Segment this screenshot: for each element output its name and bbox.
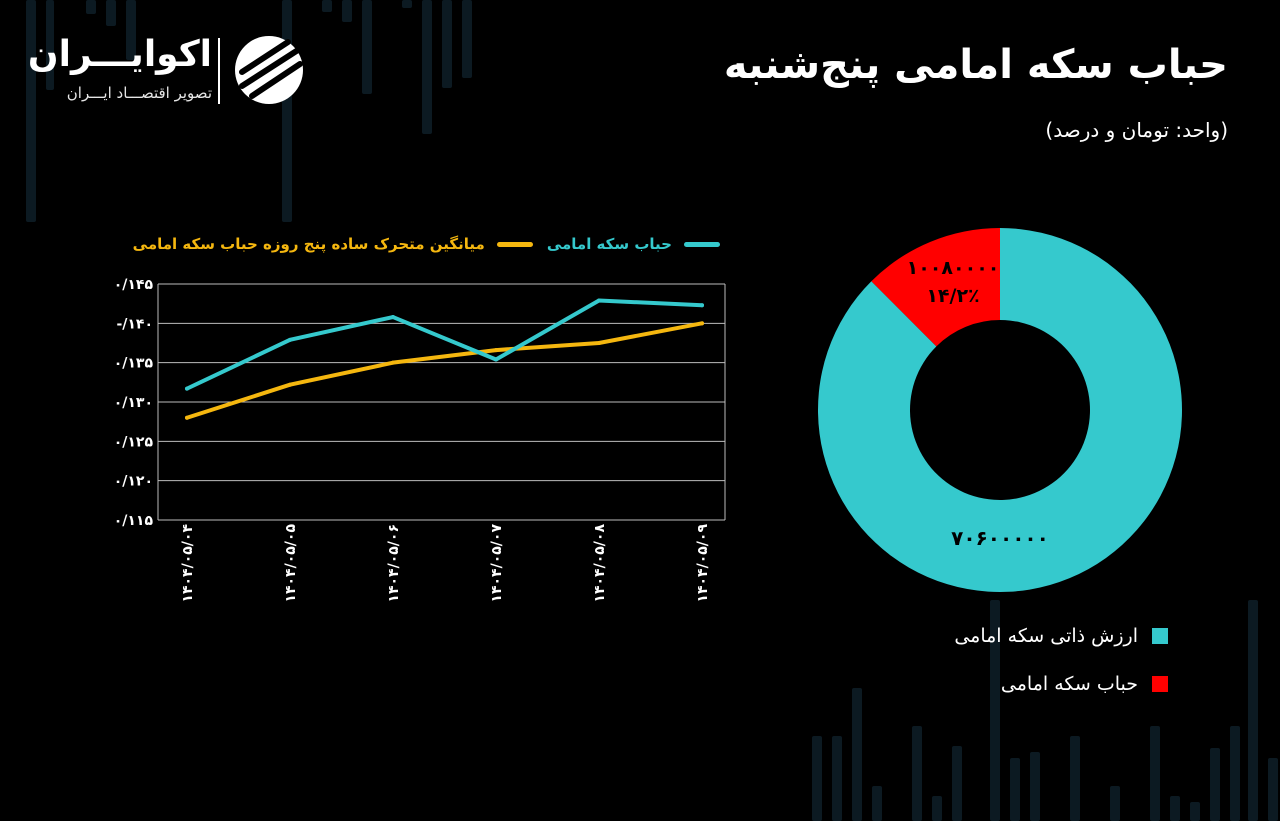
brand-name: اکوایـــران xyxy=(27,34,212,75)
slice-value-label: ۷۰۶۰۰۰۰۰ xyxy=(951,526,1049,550)
series-line xyxy=(185,321,704,420)
legend-label-bubble: حباب سکه امامی xyxy=(546,235,672,253)
series-line xyxy=(185,298,704,391)
data-point xyxy=(494,357,498,362)
slice-percent-label: ۱۴/۲٪ xyxy=(926,285,979,307)
donut-chart: ۷۰۶۰۰۰۰۰ ۱۰۰۸۰۰۰۰ ۱۴/۲٪ xyxy=(818,228,1182,592)
y-tick-label: ۰/۱۲۵ xyxy=(114,434,154,450)
y-tick-label: ۰/۱۴۵ xyxy=(114,277,154,293)
donut-legend-swatch-bubble xyxy=(1152,676,1168,692)
y-tick-label: ۰/۱۳۵ xyxy=(114,356,154,372)
legend-item-moving-average: میانگین متحرک ساده پنج روزه حباب سکه اما… xyxy=(133,235,533,253)
donut-legend-item-intrinsic: ارزش ذاتی سکه امامی xyxy=(954,622,1168,650)
legend-label-moving-average: میانگین متحرک ساده پنج روزه حباب سکه اما… xyxy=(132,235,485,253)
legend-item-bubble: حباب سکه امامی xyxy=(547,235,720,253)
donut-legend-label-bubble: حباب سکه امامی xyxy=(1000,673,1138,695)
brand-logo: اکوایـــران تصویر اقتصـــاد ایـــران xyxy=(28,34,308,106)
data-point xyxy=(597,298,601,303)
slice-value-label: ۱۰۰۸۰۰۰۰ xyxy=(907,257,1000,279)
donut-legend-swatch-intrinsic xyxy=(1152,628,1168,644)
x-tick-label: ۱۴۰۴/۰۵/۰۵ xyxy=(283,524,299,603)
data-point xyxy=(185,415,189,420)
y-tick-label: ۰/۱۱۵ xyxy=(114,513,154,529)
line-chart: ۰/۱۴۵ -/۱۴۰ ۰/۱۳۵ ۰/۱۳۰ ۰/۱۲۵ ۰/۱۲۰ ۰/۱۱۵ ۱۴۰۴/… xyxy=(114,277,726,603)
y-tick-label: ۰/۱۲۰ xyxy=(114,474,153,490)
donut-legend: ارزش ذاتی سکه امامی حباب سکه امامی xyxy=(954,622,1168,718)
page-subtitle: (واحد: تومان و درصد) xyxy=(1045,118,1228,142)
donut-legend-label-intrinsic: ارزش ذاتی سکه امامی xyxy=(954,625,1138,647)
legend-swatch-moving-average xyxy=(496,241,533,247)
x-tick-label: ۱۴۰۴/۰۵/۰۴ xyxy=(180,524,196,603)
data-point xyxy=(288,337,292,342)
x-tick-label: ۱۴۰۴/۰۵/۰۶ xyxy=(386,524,402,603)
line-chart-legend: حباب سکه امامی میانگین متحرک ساده پنج رو… xyxy=(133,232,720,256)
donut-slice xyxy=(871,228,1000,347)
data-point xyxy=(185,386,189,391)
x-tick-label: ۱۴۰۴/۰۵/۰۸ xyxy=(592,524,608,603)
data-point xyxy=(494,348,498,353)
data-point xyxy=(391,315,395,320)
data-point xyxy=(700,321,704,326)
logo-divider xyxy=(218,38,220,104)
page-title: حباب سکه امامی پنج‌شنبه xyxy=(723,42,1228,88)
data-point xyxy=(700,303,704,308)
donut-legend-item-bubble: حباب سکه امامی xyxy=(954,670,1168,698)
data-point xyxy=(288,382,292,387)
data-point xyxy=(391,360,395,365)
x-tick-label: ۱۴۰۴/۰۵/۰۷ xyxy=(489,524,505,603)
brand-tagline: تصویر اقتصـــاد ایـــران xyxy=(66,84,212,102)
x-tick-label: ۱۴۰۴/۰۵/۰۹ xyxy=(695,524,711,603)
y-tick-label: -/۱۴۰ xyxy=(116,316,153,332)
data-point xyxy=(597,341,601,345)
brand-mark-icon xyxy=(235,36,303,104)
y-tick-label: ۰/۱۳۰ xyxy=(114,395,153,411)
legend-swatch-bubble xyxy=(684,241,720,247)
donut-slice xyxy=(818,228,1182,592)
